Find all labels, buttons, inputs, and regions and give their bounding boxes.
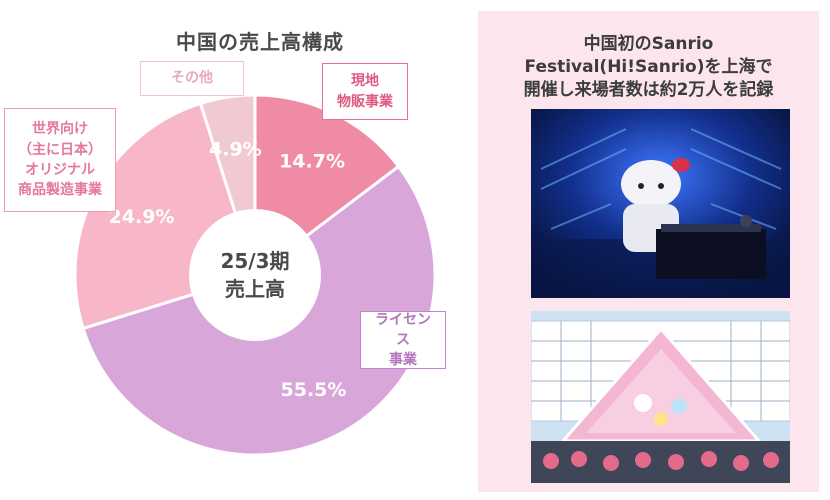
center-label-line1: 25/3期 [220, 249, 289, 273]
chart-title: 中国の売上高構成 [176, 30, 344, 54]
percent-label-1: 55.5% [281, 379, 347, 401]
percent-label-2: 24.9% [109, 206, 175, 228]
callout-local-line2: 物販事業 [337, 93, 393, 110]
callout-local-line1: 現地 [351, 73, 379, 90]
callout-license-line1: ライセンス [375, 311, 431, 348]
panel-title-line3: 開催し来場者数は約2万人を記録 [523, 79, 774, 100]
donut-hole [189, 209, 321, 341]
sanrio-festival-panel: 中国初のSanrio Festival(Hi!Sanrio)を上海で 開催し来場… [478, 11, 819, 492]
callout-world-line3: オリジナル [25, 162, 95, 178]
callout-world-line4: 商品製造事業 [18, 182, 102, 199]
dj-stage-image [531, 109, 790, 298]
panel-title-line1: 中国初のSanrio [583, 34, 714, 54]
percent-labels: 14.7% 55.5% 24.9% 4.9% [109, 139, 347, 401]
dj-stage-photo [531, 109, 790, 298]
pyramid-venue-image [531, 311, 790, 483]
callout-other-text: その他 [171, 70, 213, 87]
callout-license: ライセンス 事業 [360, 311, 446, 369]
center-label-line2: 売上高 [225, 277, 285, 301]
panel-title: 中国初のSanrio Festival(Hi!Sanrio)を上海で 開催し来場… [478, 33, 819, 102]
percent-label-3: 4.9% [209, 139, 262, 161]
callout-local-merchandise: 現地 物販事業 [322, 63, 408, 120]
callout-world-line1: 世界向け [32, 121, 88, 138]
callout-global-manufacturing: 世界向け （主に日本） オリジナル 商品製造事業 [4, 108, 116, 212]
donut-chart: 25/3期 売上高 14.7% 55.5% 24.9% 4.9% [73, 93, 437, 457]
percent-label-0: 14.7% [279, 150, 345, 172]
pyramid-venue-photo [531, 311, 790, 483]
callout-world-line2: （主に日本） [18, 141, 102, 158]
callout-license-line2: 事業 [389, 352, 417, 369]
panel-title-line2: Festival(Hi!Sanrio)を上海で [524, 56, 773, 77]
callout-other: その他 [140, 61, 244, 96]
